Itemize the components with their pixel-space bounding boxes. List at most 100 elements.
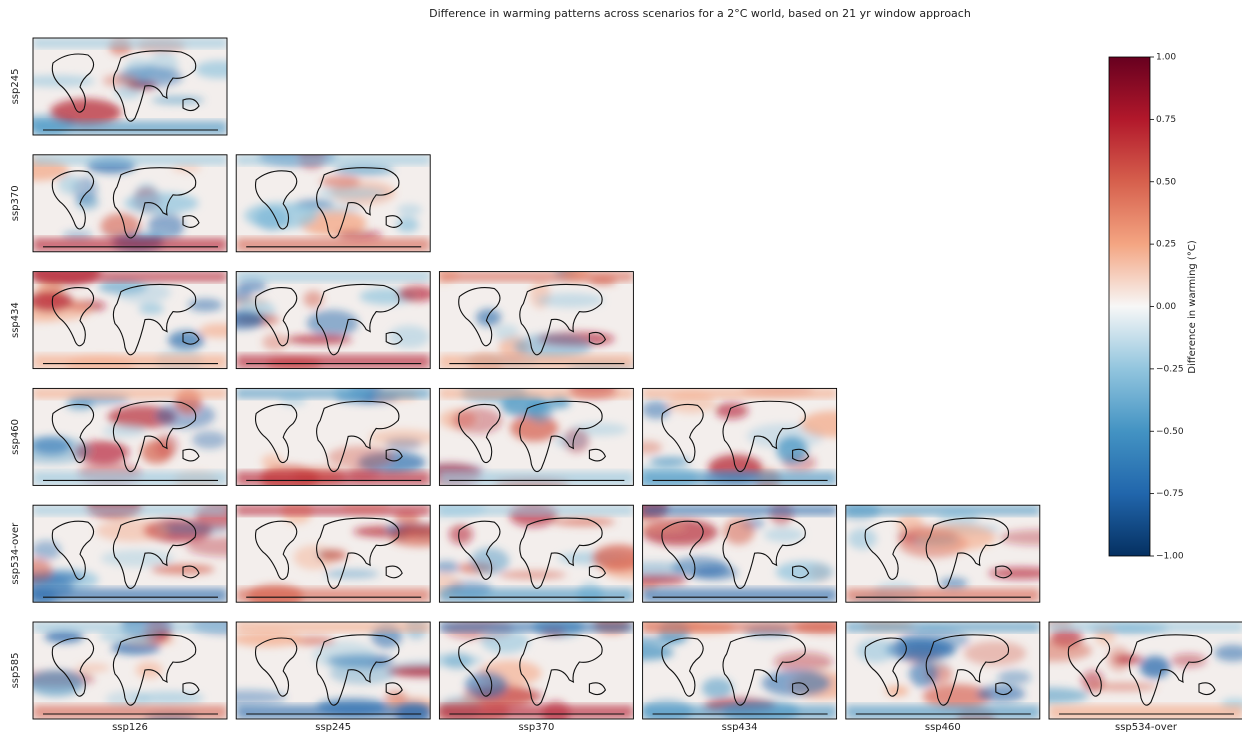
map-fill xyxy=(18,38,242,141)
colorbar-tick-label: −0.50 xyxy=(1156,427,1184,437)
map-blob xyxy=(103,426,146,437)
map-blob xyxy=(481,630,530,654)
map-blob xyxy=(101,550,174,567)
colorbar-tick-label: −1.00 xyxy=(1156,552,1184,562)
map-blob xyxy=(1113,655,1143,664)
polar-band xyxy=(33,38,227,48)
map-blob xyxy=(103,74,139,87)
map-blob xyxy=(499,571,567,579)
map-blob xyxy=(634,441,662,454)
colorbar-tick-label: −0.75 xyxy=(1156,489,1184,499)
map-fill xyxy=(0,494,264,607)
map-blob xyxy=(940,578,968,589)
map-blob xyxy=(303,291,323,308)
polar-band xyxy=(33,705,227,719)
map-blob xyxy=(801,411,864,437)
map-panel xyxy=(18,38,242,141)
polar-band xyxy=(439,622,633,632)
map-panel xyxy=(12,388,227,490)
column-label: ssp126 xyxy=(112,722,148,733)
colorbar xyxy=(1109,57,1150,556)
polar-band xyxy=(643,505,837,515)
polar-band xyxy=(643,705,837,719)
map-fill xyxy=(846,620,1040,727)
map-fill xyxy=(9,258,239,377)
map-panel xyxy=(611,496,836,602)
map-blob xyxy=(898,629,969,651)
map-panel xyxy=(236,147,430,252)
map-fill xyxy=(425,264,633,375)
polar-band xyxy=(439,471,633,485)
map-blob xyxy=(368,429,436,445)
map-panel xyxy=(403,616,633,726)
map-blob xyxy=(897,515,924,533)
map-blob xyxy=(151,96,204,104)
column-label: ssp245 xyxy=(315,722,351,733)
map-fill xyxy=(17,613,260,722)
row-label: ssp245 xyxy=(10,69,21,105)
map-fill xyxy=(236,498,453,608)
map-blob xyxy=(328,446,394,469)
map-blob xyxy=(443,653,473,670)
map-blob xyxy=(262,334,288,351)
map-panel xyxy=(1012,617,1242,719)
polar-band xyxy=(236,622,430,632)
polar-band xyxy=(439,388,633,398)
map-blob xyxy=(244,202,317,229)
map-blob xyxy=(856,639,895,663)
map-blob xyxy=(449,524,473,544)
map-blob xyxy=(642,519,718,546)
map-blob xyxy=(885,686,909,696)
map-blob xyxy=(494,324,519,341)
map-blob xyxy=(261,454,282,469)
polar-band xyxy=(33,355,227,369)
polar-band xyxy=(439,272,633,282)
map-blob xyxy=(320,176,361,189)
map-blob xyxy=(334,164,395,175)
map-fill xyxy=(236,147,430,252)
map-fill xyxy=(211,272,435,369)
polar-band xyxy=(846,622,1040,632)
map-blob xyxy=(397,204,422,215)
map-panel xyxy=(236,498,453,608)
polar-band xyxy=(33,121,227,135)
map-blob xyxy=(536,293,604,308)
polar-band xyxy=(236,471,430,485)
colorbar-label: Difference in warming (°C) xyxy=(1187,240,1198,374)
map-panel xyxy=(407,384,634,489)
polar-band xyxy=(33,588,227,602)
map-blob xyxy=(649,457,690,465)
map-blob xyxy=(1140,656,1170,678)
column-label: ssp370 xyxy=(518,722,554,733)
map-fill xyxy=(7,155,227,252)
figure-title: Difference in warming patterns across sc… xyxy=(429,7,971,20)
polar-band xyxy=(33,471,227,485)
colorbar-tick-label: 0.50 xyxy=(1156,177,1176,187)
map-fill xyxy=(611,496,836,602)
map-blob xyxy=(319,549,347,561)
polar-band xyxy=(846,705,1040,719)
map-blob xyxy=(27,291,73,312)
map-blob xyxy=(702,678,733,699)
figure: Difference in warming patterns across sc… xyxy=(0,0,1242,734)
polar-band xyxy=(643,622,837,632)
map-blob xyxy=(433,561,460,573)
polar-band xyxy=(1049,705,1242,719)
map-blob xyxy=(715,402,749,419)
map-blob xyxy=(58,174,80,194)
map-blob xyxy=(192,431,227,449)
map-blob xyxy=(32,540,61,560)
polar-band xyxy=(439,505,633,515)
polar-band xyxy=(236,388,430,398)
column-label: ssp434 xyxy=(722,722,758,733)
map-blob xyxy=(324,569,379,578)
colorbar-tick-label: −0.25 xyxy=(1156,364,1184,374)
polar-band xyxy=(643,388,837,398)
map-fill xyxy=(612,612,855,723)
map-blob xyxy=(848,528,877,549)
map-blob xyxy=(470,548,509,574)
polar-band xyxy=(236,355,430,369)
map-panel xyxy=(17,613,260,722)
map-fill xyxy=(407,384,634,489)
map-blob xyxy=(313,642,377,669)
